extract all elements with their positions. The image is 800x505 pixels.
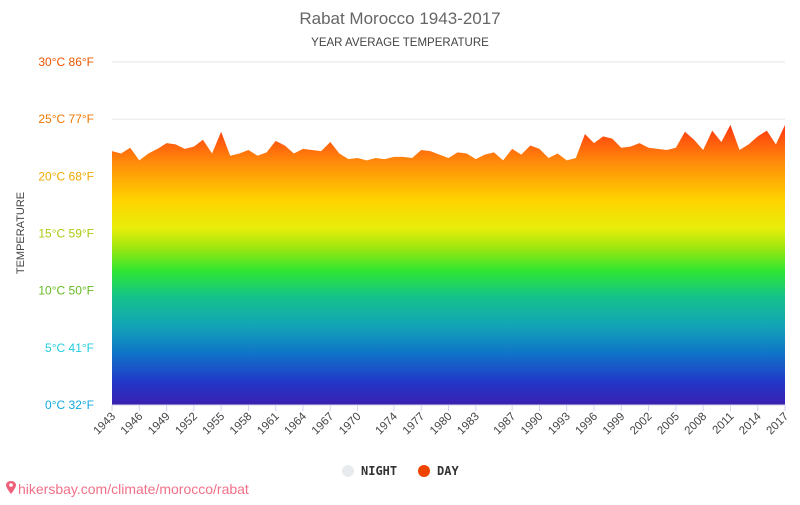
plot-area [112, 124, 785, 406]
y-tick-label: 25°C 77°F [38, 112, 94, 126]
legend-item-day[interactable]: DAY [418, 464, 459, 478]
x-tick-label: 1983 [455, 411, 482, 438]
y-tick-label: 30°C 86°F [38, 55, 94, 69]
x-tick-label: 1999 [601, 411, 628, 438]
x-tick-label: 2008 [683, 411, 710, 438]
y-tick-label: 20°C 68°F [38, 169, 94, 183]
chart-title: Rabat Morocco 1943-2017 [299, 9, 500, 28]
y-tick-labels: 0°C 32°F 5°C 41°F 10°C 50°F 15°C 59°F 20°C 6… [38, 55, 94, 412]
x-tick-label: 1970 [337, 411, 364, 438]
x-tick-label: 1996 [574, 411, 601, 438]
x-tick-label: 2014 [737, 410, 764, 437]
x-tick-label: 1977 [401, 411, 428, 438]
x-tick-label: 1987 [492, 411, 519, 438]
x-tick-label: 1980 [428, 411, 455, 438]
x-tick-labels: 1943 1946 1949 1952 1955 1958 1961 1964 1967 1970… [92, 405, 792, 438]
legend: NIGHT DAY [342, 464, 459, 478]
x-tick-label: 1952 [173, 411, 200, 438]
watermark-text[interactable]: hikersbay.com/climate/morocco/rabat [18, 481, 249, 497]
y-tick-label: 15°C 59°F [38, 227, 94, 241]
x-tick-label: 1955 [201, 411, 228, 438]
x-tick-label: 1967 [310, 411, 337, 438]
x-tick-label: 2002 [628, 411, 655, 438]
x-tick-label: 1993 [546, 411, 573, 438]
legend-night-label: NIGHT [361, 464, 397, 478]
x-tick-label: 2005 [655, 411, 682, 438]
series-area-night [112, 231, 785, 405]
y-tick-label: 0°C 32°F [45, 398, 94, 412]
legend-night-swatch [342, 465, 354, 477]
x-tick-label: 1946 [119, 411, 146, 438]
chart-subtitle: YEAR AVERAGE TEMPERATURE [311, 37, 489, 49]
watermark: hikersbay.com/climate/morocco/rabat [6, 481, 249, 497]
x-tick-label: 1990 [519, 411, 546, 438]
x-tick-label: 2017 [765, 411, 792, 438]
x-tick-label: 1958 [228, 411, 255, 438]
legend-item-night[interactable]: NIGHT [342, 464, 397, 478]
y-tick-label: 5°C 41°F [45, 341, 94, 355]
legend-day-label: DAY [437, 464, 459, 478]
y-axis-label: TEMPERATURE [15, 192, 27, 274]
x-tick-label: 1974 [373, 410, 400, 437]
map-pin-icon [6, 481, 16, 494]
x-tick-label: 1943 [92, 411, 119, 438]
legend-day-swatch [418, 465, 430, 477]
x-tick-label: 1964 [283, 410, 310, 437]
x-tick-label: 1949 [146, 411, 173, 438]
x-tick-label: 2011 [711, 411, 737, 437]
y-tick-label: 10°C 50°F [38, 284, 94, 298]
x-tick-label: 1961 [255, 411, 282, 438]
